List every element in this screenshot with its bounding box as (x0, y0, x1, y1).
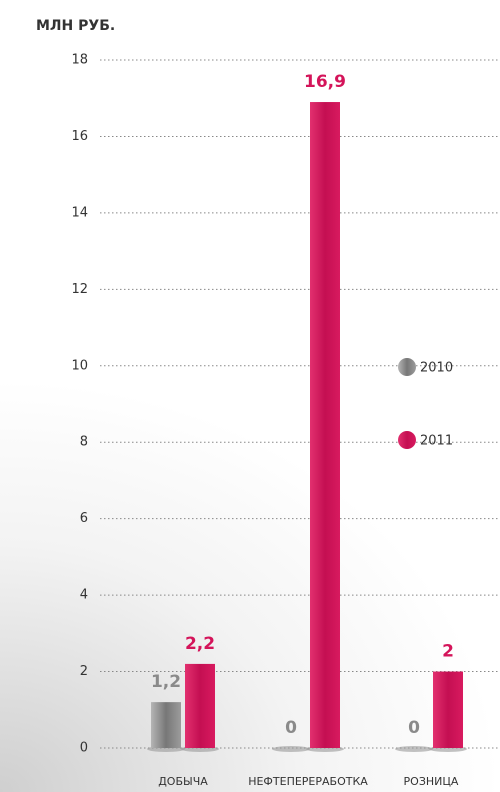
bar (433, 671, 463, 748)
bar-shadow (272, 746, 310, 752)
bar (151, 702, 181, 748)
y-tick-label: 8 (80, 435, 88, 450)
background (0, 380, 500, 792)
legend-label: 2010 (420, 361, 453, 376)
value-label: 2,2 (185, 634, 215, 654)
bar-shadow (395, 746, 433, 752)
legend-label: 2011 (420, 434, 453, 449)
legend-marker (398, 358, 416, 376)
x-tick-label: ДОБЫЧА (158, 775, 208, 788)
bar (185, 663, 215, 748)
value-label: 0 (408, 718, 420, 738)
y-tick-label: 10 (71, 358, 88, 373)
y-tick-label: 4 (80, 588, 88, 603)
x-tick-label: РОЗНИЦА (404, 775, 459, 788)
bar (310, 102, 340, 749)
value-label: 1,2 (151, 672, 181, 692)
value-label: 2 (442, 642, 454, 662)
legend-marker (398, 431, 416, 449)
y-tick-label: 6 (80, 511, 88, 526)
y-axis-label: МЛН РУБ. (36, 18, 115, 34)
y-tick-label: 18 (71, 53, 88, 68)
value-label: 16,9 (304, 72, 346, 92)
y-tick-label: 14 (71, 205, 88, 220)
value-label: 0 (285, 718, 297, 738)
y-tick-label: 12 (71, 282, 88, 297)
y-tick-label: 2 (80, 664, 88, 679)
y-tick-label: 16 (71, 129, 88, 144)
x-tick-label: НЕФТЕПЕРЕРАБОТКА (248, 775, 368, 788)
y-tick-label: 0 (80, 741, 88, 756)
